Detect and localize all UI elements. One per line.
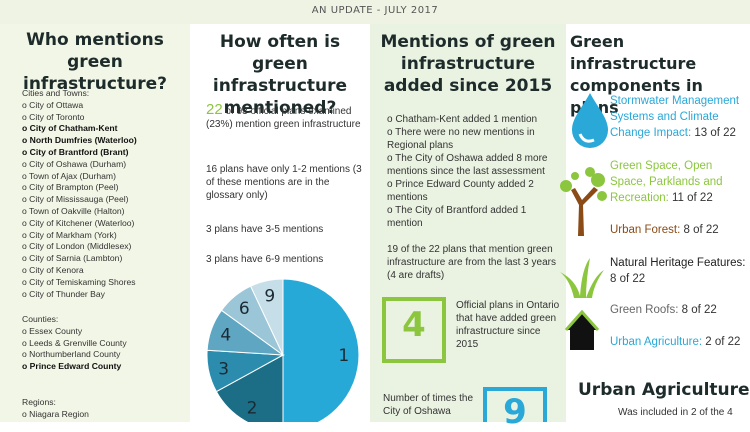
column-title: How often is green infrastructure mentio… bbox=[212, 32, 348, 118]
list-item: o The City of Brantford added 1 mention bbox=[387, 205, 527, 229]
house-icon bbox=[564, 309, 600, 331]
paragraph: Was included in 2 of the 4 bbox=[618, 407, 733, 418]
list-item: o Prince Edward County bbox=[22, 361, 122, 372]
component: Green Roofs: 8 of 22 bbox=[610, 302, 748, 318]
list-item: o City of Kitchener (Waterloo) bbox=[22, 217, 135, 228]
list-item: o Essex County bbox=[22, 325, 83, 336]
component-count: 8 of 22 bbox=[683, 224, 719, 236]
component-label: Urban Forest: bbox=[610, 224, 681, 236]
box-text: Official plans in Ontario that have adde… bbox=[456, 300, 560, 350]
big-number: 9 bbox=[503, 392, 527, 432]
paragraph: 19 of the 22 plans that mention green in… bbox=[387, 244, 556, 281]
paragraph: 16 plans have only 1-2 mentions (3 of th… bbox=[206, 164, 362, 201]
big-number: 4 bbox=[402, 305, 426, 345]
header-bar bbox=[0, 0, 750, 24]
house-icon bbox=[566, 312, 598, 350]
column-title: Green infrastructure components in plans bbox=[570, 32, 703, 117]
component-count: 11 of 22 bbox=[672, 192, 713, 204]
list-item: o City of Chatham-Kent bbox=[22, 123, 118, 134]
component-label: Natural Heritage Features: bbox=[610, 257, 746, 269]
paragraph: 22 of 93 official plans examined (23%) m… bbox=[206, 101, 366, 131]
slice-label: 1 bbox=[338, 346, 349, 366]
slice-label: 9 bbox=[264, 287, 275, 307]
list-item: o Niagara Region bbox=[22, 408, 89, 419]
box bbox=[483, 387, 547, 422]
list-item: o Chatham-Kent added 1 mention bbox=[387, 114, 538, 125]
pie-slice bbox=[282, 278, 360, 422]
box-text: Number of times the City of Oshawa bbox=[383, 393, 474, 417]
subheading: Urban Agriculture bbox=[578, 380, 750, 400]
list-item: o City of Oshawa (Durham) bbox=[22, 158, 127, 169]
pie-chart: 1 23 469 bbox=[206, 278, 360, 422]
tree-leaves bbox=[560, 167, 607, 201]
list-item: o North Dumfries (Waterloo) bbox=[22, 135, 137, 146]
column-title: Who mentions green infrastructure? bbox=[23, 30, 167, 94]
component-count: 2 of 22 bbox=[705, 336, 741, 348]
component: Green Space, Open Space, Parklands and R… bbox=[610, 158, 748, 206]
list-item: o City of Kenora bbox=[22, 265, 84, 275]
box bbox=[382, 297, 446, 363]
column-bg bbox=[0, 24, 190, 422]
list-item: o City of Brantford (Brant) bbox=[22, 147, 129, 157]
component: Urban Agriculture: 2 of 22 bbox=[610, 334, 748, 350]
list-item: o City of Temiskaming Shores bbox=[22, 276, 136, 287]
list-item: o Town of Ajax (Durham) bbox=[22, 170, 116, 181]
list-item: o City of London (Middlesex) bbox=[22, 241, 132, 252]
column-title: Mentions of green infrastructure added s… bbox=[380, 32, 556, 96]
list-item: o There were no new mentions in Regional… bbox=[387, 127, 535, 151]
text: of 93 official plans examined (23%) ment… bbox=[206, 106, 361, 130]
component-count: 8 of 22 bbox=[610, 273, 646, 285]
list-heading: Counties: bbox=[22, 314, 59, 324]
slice-label: 4 bbox=[220, 325, 231, 345]
component-label: Green Space, Open Space, Parklands and R… bbox=[610, 160, 723, 204]
list-item: o City of Markham (York) bbox=[22, 229, 117, 240]
component-count: 8 of 22 bbox=[681, 304, 717, 316]
drop-icon bbox=[578, 133, 595, 143]
list-item: o City of Mississauga (Peel) bbox=[22, 194, 129, 205]
slice-label: 3 bbox=[218, 359, 229, 379]
paragraph: 3 plans have 3-5 mentions bbox=[206, 224, 324, 235]
list-item: o Leeds & Grenville County bbox=[22, 337, 127, 348]
list-item: o The City of Oshawa added 8 more mentio… bbox=[387, 153, 548, 177]
component: Natural Heritage Features: 8 of 22 bbox=[610, 255, 748, 287]
pie-slice bbox=[215, 354, 284, 422]
list-item: o Town of Oakville (Halton) bbox=[22, 206, 125, 216]
paragraph: 3 plans have 6-9 mentions bbox=[206, 254, 324, 265]
highlight: 22 bbox=[206, 101, 223, 118]
list-item: o City of Brampton (Peel) bbox=[22, 182, 119, 193]
list-heading: Regions: bbox=[22, 397, 56, 407]
tree-icon bbox=[571, 187, 598, 236]
list-item: o City of Thunder Bay bbox=[22, 288, 105, 299]
slice-label: 6 bbox=[239, 299, 250, 319]
component-label: Urban Agriculture: bbox=[610, 336, 703, 348]
component-label: Stormwater Management Systems and Climat… bbox=[610, 95, 740, 139]
list-item: o Prince Edward County added 2 mentions bbox=[387, 179, 534, 203]
grass-icon bbox=[560, 258, 604, 298]
slice-label: 2 bbox=[247, 398, 258, 418]
pie-slice bbox=[249, 278, 284, 356]
header: AN UPDATE - JULY 2017 bbox=[311, 5, 439, 16]
list-item: o City of Sarnia (Lambton) bbox=[22, 253, 123, 264]
list-heading: Cities and Towns: bbox=[22, 88, 90, 98]
component: Stormwater Management Systems and Climat… bbox=[610, 93, 748, 141]
component-label: Green Roofs: bbox=[610, 304, 679, 316]
list-item: o Northumberland County bbox=[22, 349, 121, 360]
component: Urban Forest: 8 of 22 bbox=[610, 222, 748, 238]
list-item: o City of Ottawa bbox=[22, 99, 84, 110]
list-item: o City of Toronto bbox=[22, 111, 85, 122]
component-count: 13 of 22 bbox=[694, 127, 736, 139]
column-bg bbox=[370, 24, 566, 422]
